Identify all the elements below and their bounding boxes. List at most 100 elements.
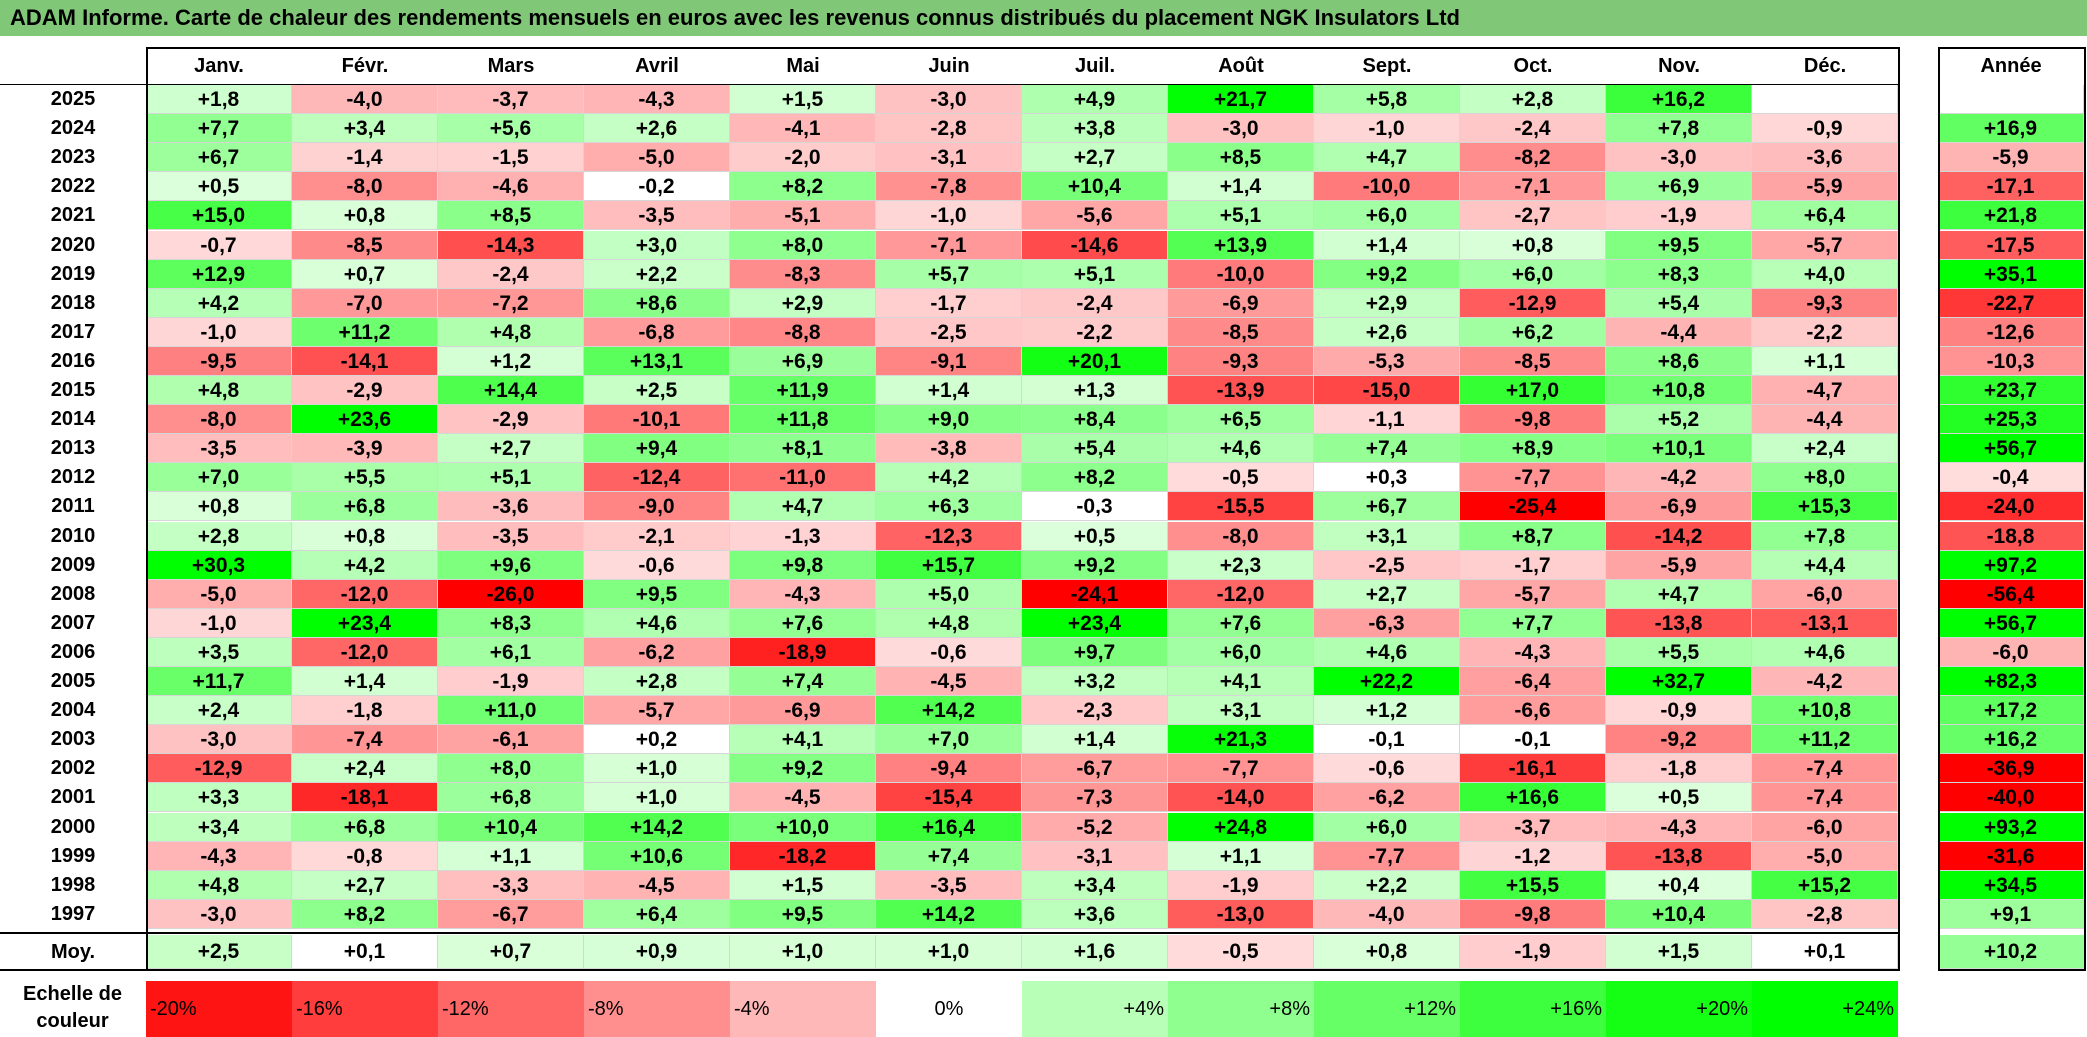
- heat-cell: +5,5: [292, 463, 438, 493]
- average-bottom-line: [0, 968, 1898, 971]
- year-label: 2024: [50, 117, 96, 140]
- heat-cell: -6,3: [1314, 608, 1460, 638]
- heat-cell: +5,1: [1022, 259, 1168, 289]
- heat-cell: -2,9: [292, 376, 438, 406]
- heat-cell: +3,1: [1314, 521, 1460, 551]
- heat-cell: -13,9: [1168, 376, 1314, 406]
- year-label: 2015: [50, 379, 96, 401]
- heat-cell: +0,5: [1022, 521, 1168, 551]
- heat-cell: -4,2: [1606, 463, 1752, 493]
- average-cell: +1,5: [1606, 934, 1752, 969]
- legend-swatch: +4%: [1022, 981, 1168, 1037]
- heat-cell: -7,7: [1314, 841, 1460, 871]
- heat-cell: +9,7: [1022, 637, 1168, 667]
- heat-cell: -6,0: [1752, 579, 1898, 609]
- average-cell: +1,6: [1022, 934, 1168, 969]
- heat-cell: -25,4: [1460, 492, 1606, 522]
- heat-cell: +10,1: [1606, 434, 1752, 464]
- annual-cell: -5,9: [1938, 143, 2084, 173]
- heat-cell: +1,5: [730, 85, 876, 115]
- annual-cell: -6,0: [1938, 637, 2084, 667]
- heat-cell: -7,2: [438, 288, 584, 318]
- heat-cell: -7,1: [876, 230, 1022, 260]
- heat-cell: +15,0: [146, 201, 292, 231]
- heat-cell: -10,1: [584, 405, 730, 435]
- heat-cell: -4,2: [1752, 667, 1898, 697]
- heat-cell: -13,0: [1168, 899, 1314, 929]
- year-label: 2004: [50, 699, 96, 722]
- heat-cell: [1752, 85, 1898, 115]
- heat-cell: -26,0: [438, 579, 584, 609]
- heat-cell: -7,1: [1460, 172, 1606, 202]
- heat-cell: +11,9: [730, 376, 876, 406]
- heat-cell: +5,7: [876, 259, 1022, 289]
- annual-cell: +25,3: [1938, 405, 2084, 435]
- heat-cell: +2,8: [1460, 85, 1606, 115]
- heat-cell: -15,0: [1314, 376, 1460, 406]
- heat-cell: +1,1: [1168, 841, 1314, 871]
- heat-cell: +4,9: [1022, 85, 1168, 115]
- heat-cell: +8,5: [438, 201, 584, 231]
- heat-cell: -14,3: [438, 230, 584, 260]
- month-header: Avril: [635, 55, 679, 77]
- heat-cell: +6,7: [146, 143, 292, 173]
- heat-cell: -4,3: [1460, 637, 1606, 667]
- heat-cell: +3,4: [146, 812, 292, 842]
- heat-cell: +6,0: [1168, 637, 1314, 667]
- heat-cell: -13,1: [1752, 608, 1898, 638]
- heat-cell: +5,8: [1314, 85, 1460, 115]
- heat-cell: +5,1: [438, 463, 584, 493]
- heat-cell: +4,7: [1314, 143, 1460, 173]
- heat-cell: +9,2: [1022, 550, 1168, 580]
- heat-cell: +16,6: [1460, 783, 1606, 813]
- heat-cell: -3,0: [146, 899, 292, 929]
- heat-cell: +4,1: [1168, 667, 1314, 697]
- heat-cell: -14,0: [1168, 783, 1314, 813]
- heat-cell: +8,6: [584, 288, 730, 318]
- heat-cell: +8,2: [730, 172, 876, 202]
- heat-cell: -12,3: [876, 521, 1022, 551]
- heat-cell: +4,8: [876, 608, 1022, 638]
- average-separator: [0, 931, 1898, 934]
- heat-cell: -3,9: [292, 434, 438, 464]
- heat-cell: +7,0: [146, 463, 292, 493]
- heat-cell: -1,2: [1460, 841, 1606, 871]
- heat-cell: -6,7: [438, 899, 584, 929]
- heat-cell: +7,0: [876, 725, 1022, 755]
- heat-cell: +0,8: [146, 492, 292, 522]
- heat-cell: -2,4: [1460, 114, 1606, 144]
- heat-cell: +11,0: [438, 696, 584, 726]
- heat-cell: -8,8: [730, 317, 876, 347]
- heat-cell: -2,5: [1314, 550, 1460, 580]
- year-label: 2002: [50, 757, 96, 780]
- heat-cell: +8,5: [1168, 143, 1314, 173]
- heat-cell: +8,0: [1752, 463, 1898, 493]
- heat-cell: +6,8: [292, 812, 438, 842]
- heat-cell: +6,7: [1314, 492, 1460, 522]
- annual-cell: +23,7: [1938, 376, 2084, 406]
- heat-cell: +3,6: [1022, 899, 1168, 929]
- annual-header: Année: [1980, 55, 2042, 77]
- heat-cell: -1,0: [876, 201, 1022, 231]
- month-header: Févr.: [341, 55, 389, 77]
- heat-cell: +10,4: [1606, 899, 1752, 929]
- heat-cell: -12,0: [292, 579, 438, 609]
- heat-cell: +11,2: [1752, 725, 1898, 755]
- heat-cell: -1,0: [146, 317, 292, 347]
- annual-cell: +35,1: [1938, 259, 2084, 289]
- heat-cell: +3,5: [146, 637, 292, 667]
- heat-cell: -8,5: [292, 230, 438, 260]
- legend-swatch: +16%: [1460, 981, 1606, 1037]
- heat-cell: +0,8: [292, 521, 438, 551]
- annual-cell: +56,7: [1938, 434, 2084, 464]
- heat-cell: -12,9: [1460, 288, 1606, 318]
- heat-cell: -8,5: [1168, 317, 1314, 347]
- heat-cell: -18,9: [730, 637, 876, 667]
- heat-cell: -2,9: [438, 405, 584, 435]
- heat-cell: -16,1: [1460, 754, 1606, 784]
- month-header: Janv.: [194, 55, 244, 77]
- heat-cell: -9,8: [1460, 899, 1606, 929]
- average-cell: +0,8: [1314, 934, 1460, 969]
- heat-cell: +2,2: [584, 259, 730, 289]
- heat-cell: -14,1: [292, 346, 438, 376]
